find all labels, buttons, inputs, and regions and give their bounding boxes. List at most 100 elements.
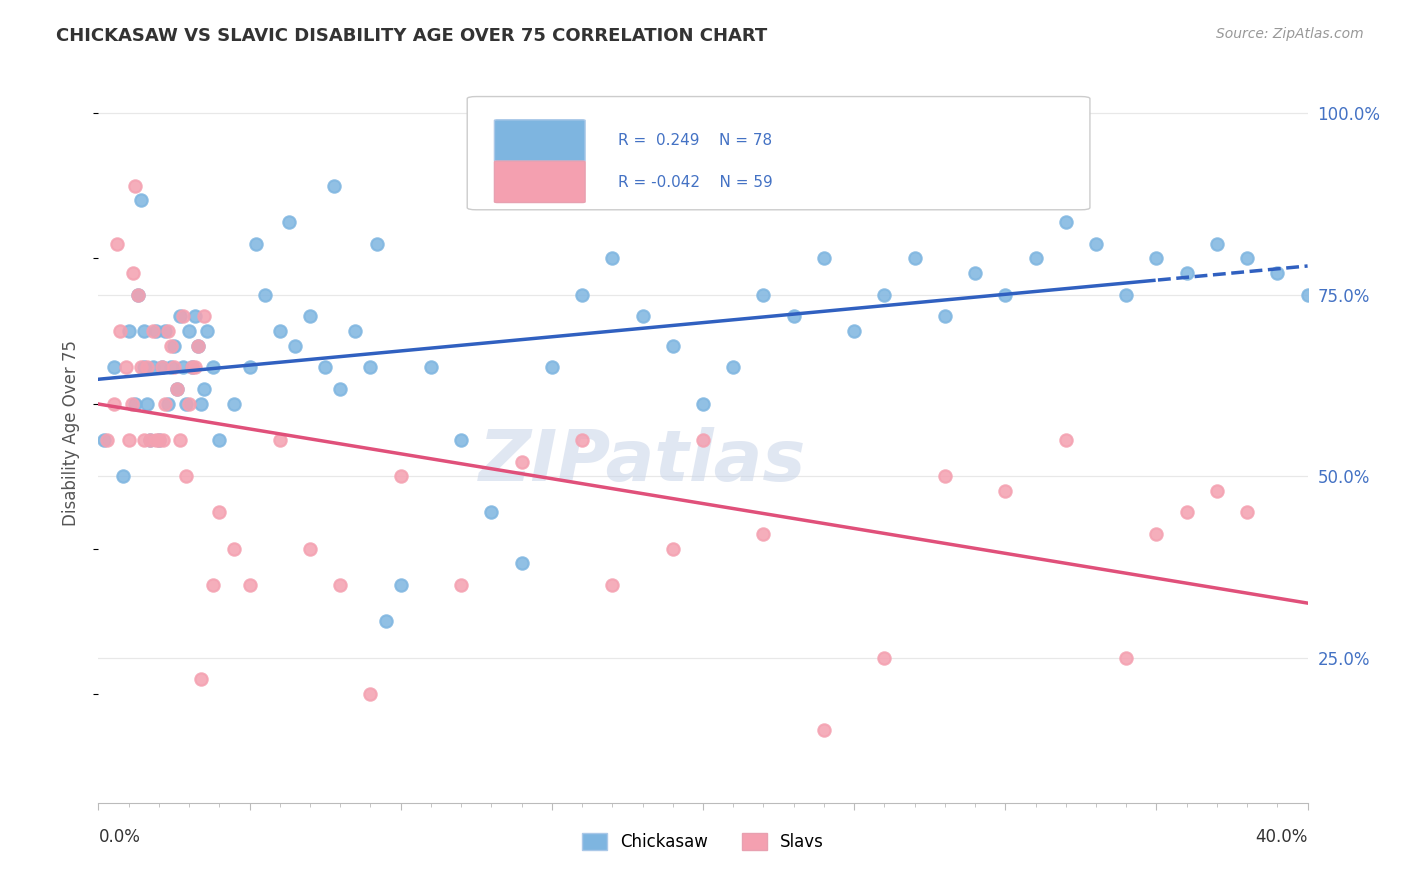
Point xyxy=(224,396,246,410)
Point xyxy=(150,360,173,375)
Point xyxy=(129,194,152,208)
Point xyxy=(1054,433,1077,447)
Point xyxy=(269,433,291,447)
FancyBboxPatch shape xyxy=(467,96,1090,210)
Point xyxy=(239,360,262,375)
Point xyxy=(284,338,307,352)
Point xyxy=(844,324,866,338)
Point xyxy=(269,324,291,338)
Point xyxy=(904,252,927,266)
Point xyxy=(389,469,412,483)
Point xyxy=(813,252,835,266)
Point xyxy=(934,310,956,324)
Point xyxy=(661,338,683,352)
Text: R =  0.249    N = 78: R = 0.249 N = 78 xyxy=(619,133,772,148)
Point xyxy=(124,178,146,193)
Point xyxy=(179,396,201,410)
Point xyxy=(783,310,806,324)
Point xyxy=(193,310,215,324)
Point xyxy=(152,433,174,447)
Point xyxy=(139,433,162,447)
FancyBboxPatch shape xyxy=(495,120,585,161)
Point xyxy=(148,433,170,447)
Point xyxy=(1146,252,1168,266)
Point xyxy=(163,360,186,375)
Point xyxy=(103,360,125,375)
Point xyxy=(813,723,835,738)
Point xyxy=(510,556,533,570)
Point xyxy=(153,396,176,410)
Point xyxy=(148,433,170,447)
Point xyxy=(1296,287,1319,301)
Text: Source: ZipAtlas.com: Source: ZipAtlas.com xyxy=(1216,27,1364,41)
Point xyxy=(156,396,179,410)
Point xyxy=(253,287,276,301)
Point xyxy=(124,396,146,410)
Point xyxy=(118,324,141,338)
Point xyxy=(360,360,382,375)
Point xyxy=(1175,506,1198,520)
Point xyxy=(150,360,173,375)
Point xyxy=(366,236,388,251)
Point xyxy=(540,360,562,375)
Point xyxy=(323,178,346,193)
Text: CHICKASAW VS SLAVIC DISABILITY AGE OVER 75 CORRELATION CHART: CHICKASAW VS SLAVIC DISABILITY AGE OVER … xyxy=(56,27,768,45)
Point xyxy=(239,578,262,592)
Point xyxy=(184,310,207,324)
Point xyxy=(93,433,115,447)
Point xyxy=(105,236,128,251)
Point xyxy=(179,324,201,338)
Point xyxy=(329,382,352,396)
Point xyxy=(1175,266,1198,280)
FancyBboxPatch shape xyxy=(495,161,585,202)
Point xyxy=(994,483,1017,498)
Text: R = -0.042    N = 59: R = -0.042 N = 59 xyxy=(619,175,773,190)
Point xyxy=(184,360,207,375)
Point xyxy=(174,469,197,483)
Point xyxy=(118,433,141,447)
Point xyxy=(190,673,212,687)
Point xyxy=(145,433,167,447)
Point xyxy=(160,360,183,375)
Point xyxy=(181,360,204,375)
Point xyxy=(571,433,593,447)
Point xyxy=(1115,287,1137,301)
Point xyxy=(174,396,197,410)
Point xyxy=(723,360,745,375)
Point xyxy=(202,360,225,375)
Point xyxy=(329,578,352,592)
Point xyxy=(172,310,194,324)
Point xyxy=(121,396,143,410)
Point xyxy=(187,338,209,352)
Point xyxy=(1206,236,1229,251)
Point xyxy=(111,469,134,483)
Point xyxy=(965,266,987,280)
Point xyxy=(299,310,322,324)
Point xyxy=(103,396,125,410)
Point xyxy=(132,324,155,338)
Point xyxy=(153,324,176,338)
Point xyxy=(481,506,503,520)
Point xyxy=(172,360,194,375)
Point xyxy=(661,541,683,556)
Point xyxy=(602,252,624,266)
Point xyxy=(1054,215,1077,229)
Point xyxy=(245,236,267,251)
Text: ZIPatlas: ZIPatlas xyxy=(479,427,806,496)
Text: 40.0%: 40.0% xyxy=(1256,828,1308,847)
Point xyxy=(181,360,204,375)
Point xyxy=(752,527,775,541)
Point xyxy=(994,287,1017,301)
Point xyxy=(135,360,157,375)
Point xyxy=(450,578,472,592)
Point xyxy=(166,382,188,396)
Point xyxy=(1206,483,1229,498)
Point xyxy=(156,324,179,338)
Point xyxy=(692,396,714,410)
Point xyxy=(135,396,157,410)
Point xyxy=(208,433,231,447)
Point xyxy=(314,360,336,375)
Point xyxy=(127,287,149,301)
Point xyxy=(129,360,152,375)
Point xyxy=(208,506,231,520)
